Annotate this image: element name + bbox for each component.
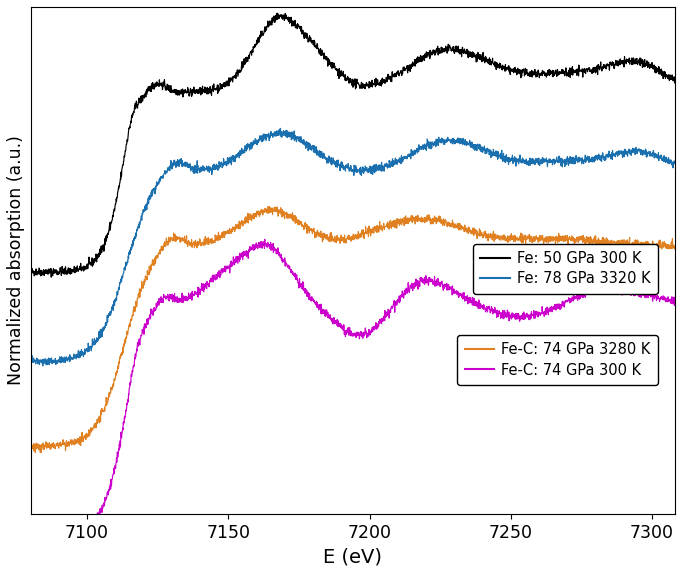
Fe: 78 GPa 3320 K: (7.2e+03, 1.13): 78 GPa 3320 K: (7.2e+03, 1.13) [373, 164, 381, 171]
Fe: 78 GPa 3320 K: (7.17e+03, 1.28): 78 GPa 3320 K: (7.17e+03, 1.28) [276, 125, 284, 132]
Fe-C: 74 GPa 3280 K: (7.26e+03, 0.864): 74 GPa 3280 K: (7.26e+03, 0.864) [521, 231, 530, 238]
Fe: 78 GPa 3320 K: (7.16e+03, 1.21): 78 GPa 3320 K: (7.16e+03, 1.21) [247, 142, 255, 148]
Fe-C: 74 GPa 300 K: (7.27e+03, 0.6): 74 GPa 300 K: (7.27e+03, 0.6) [566, 299, 574, 306]
Fe: 78 GPa 3320 K: (7.26e+03, 1.15): 78 GPa 3320 K: (7.26e+03, 1.15) [521, 159, 530, 166]
Fe: 50 GPa 300 K: (7.27e+03, 1.49): 50 GPa 300 K: (7.27e+03, 1.49) [566, 70, 574, 77]
Legend: Fe-C: 74 GPa 3280 K, Fe-C: 74 GPa 300 K: Fe-C: 74 GPa 3280 K, Fe-C: 74 GPa 300 K [458, 335, 658, 385]
Fe: 50 GPa 300 K: (7.31e+03, 1.45): 50 GPa 300 K: (7.31e+03, 1.45) [671, 80, 679, 87]
Fe: 78 GPa 3320 K: (7.31e+03, 1.15): 78 GPa 3320 K: (7.31e+03, 1.15) [671, 158, 679, 165]
Fe-C: 74 GPa 3280 K: (7.08e+03, 0.0183): 74 GPa 3280 K: (7.08e+03, 0.0183) [36, 449, 45, 456]
Fe-C: 74 GPa 300 K: (7.16e+03, 0.815): 74 GPa 300 K: (7.16e+03, 0.815) [247, 244, 255, 251]
Fe-C: 74 GPa 300 K: (7.2e+03, 0.504): 74 GPa 300 K: (7.2e+03, 0.504) [373, 324, 381, 331]
Fe-C: 74 GPa 300 K: (7.08e+03, -0.307): 74 GPa 300 K: (7.08e+03, -0.307) [29, 533, 38, 540]
Fe: 50 GPa 300 K: (7.11e+03, 1.08): 50 GPa 300 K: (7.11e+03, 1.08) [116, 175, 125, 182]
Fe: 78 GPa 3320 K: (7.08e+03, 0.355): 78 GPa 3320 K: (7.08e+03, 0.355) [39, 363, 47, 370]
Fe-C: 74 GPa 300 K: (7.26e+03, 0.553): 74 GPa 300 K: (7.26e+03, 0.553) [521, 312, 530, 319]
Line: Fe: 78 GPa 3320 K: Fe: 78 GPa 3320 K [31, 128, 675, 366]
Fe-C: 74 GPa 300 K: (7.11e+03, 0.0427): 74 GPa 300 K: (7.11e+03, 0.0427) [116, 443, 125, 450]
Fe: 50 GPa 300 K: (7.17e+03, 1.73): 50 GPa 300 K: (7.17e+03, 1.73) [273, 10, 281, 17]
Fe-C: 74 GPa 300 K: (7.08e+03, -0.282): 74 GPa 300 K: (7.08e+03, -0.282) [27, 527, 35, 533]
Fe-C: 74 GPa 3280 K: (7.16e+03, 0.974): 74 GPa 3280 K: (7.16e+03, 0.974) [264, 203, 272, 210]
Line: Fe-C: 74 GPa 3280 K: Fe-C: 74 GPa 3280 K [31, 207, 675, 453]
Fe: 78 GPa 3320 K: (7.11e+03, 0.681): 78 GPa 3320 K: (7.11e+03, 0.681) [116, 278, 125, 285]
Fe: 50 GPa 300 K: (7.08e+03, 0.724): 50 GPa 300 K: (7.08e+03, 0.724) [27, 268, 35, 274]
Fe: 78 GPa 3320 K: (7.08e+03, 0.379): 78 GPa 3320 K: (7.08e+03, 0.379) [27, 356, 35, 363]
Fe-C: 74 GPa 3280 K: (7.08e+03, 0.0391): 74 GPa 3280 K: (7.08e+03, 0.0391) [27, 444, 35, 450]
Fe-C: 74 GPa 300 K: (7.21e+03, 0.581): 74 GPa 300 K: (7.21e+03, 0.581) [387, 304, 395, 311]
Fe: 50 GPa 300 K: (7.2e+03, 1.47): 50 GPa 300 K: (7.2e+03, 1.47) [373, 77, 381, 84]
Fe: 50 GPa 300 K: (7.09e+03, 0.7): 50 GPa 300 K: (7.09e+03, 0.7) [47, 274, 55, 281]
Fe-C: 74 GPa 300 K: (7.16e+03, 0.847): 74 GPa 300 K: (7.16e+03, 0.847) [260, 236, 269, 243]
Fe-C: 74 GPa 300 K: (7.31e+03, 0.606): 74 GPa 300 K: (7.31e+03, 0.606) [671, 298, 679, 305]
Fe-C: 74 GPa 3280 K: (7.2e+03, 0.874): 74 GPa 3280 K: (7.2e+03, 0.874) [373, 229, 381, 236]
Fe-C: 74 GPa 3280 K: (7.27e+03, 0.851): 74 GPa 3280 K: (7.27e+03, 0.851) [566, 235, 574, 242]
Line: Fe-C: 74 GPa 300 K: Fe-C: 74 GPa 300 K [31, 240, 675, 536]
Fe: 50 GPa 300 K: (7.21e+03, 1.48): 50 GPa 300 K: (7.21e+03, 1.48) [387, 73, 395, 80]
Fe: 50 GPa 300 K: (7.26e+03, 1.49): 50 GPa 300 K: (7.26e+03, 1.49) [521, 71, 530, 78]
Fe-C: 74 GPa 3280 K: (7.16e+03, 0.933): 74 GPa 3280 K: (7.16e+03, 0.933) [247, 214, 255, 221]
Fe-C: 74 GPa 3280 K: (7.11e+03, 0.385): 74 GPa 3280 K: (7.11e+03, 0.385) [116, 355, 125, 362]
Fe: 78 GPa 3320 K: (7.27e+03, 1.16): 78 GPa 3320 K: (7.27e+03, 1.16) [566, 156, 574, 163]
Y-axis label: Normalized absorption (a.u.): Normalized absorption (a.u.) [7, 135, 25, 385]
Fe: 50 GPa 300 K: (7.16e+03, 1.58): 50 GPa 300 K: (7.16e+03, 1.58) [247, 48, 255, 55]
X-axis label: E (eV): E (eV) [323, 547, 382, 566]
Fe-C: 74 GPa 3280 K: (7.21e+03, 0.901): 74 GPa 3280 K: (7.21e+03, 0.901) [387, 222, 395, 229]
Fe: 78 GPa 3320 K: (7.21e+03, 1.13): 78 GPa 3320 K: (7.21e+03, 1.13) [387, 163, 395, 170]
Line: Fe: 50 GPa 300 K: Fe: 50 GPa 300 K [31, 13, 675, 277]
Fe-C: 74 GPa 3280 K: (7.31e+03, 0.81): 74 GPa 3280 K: (7.31e+03, 0.81) [671, 245, 679, 252]
